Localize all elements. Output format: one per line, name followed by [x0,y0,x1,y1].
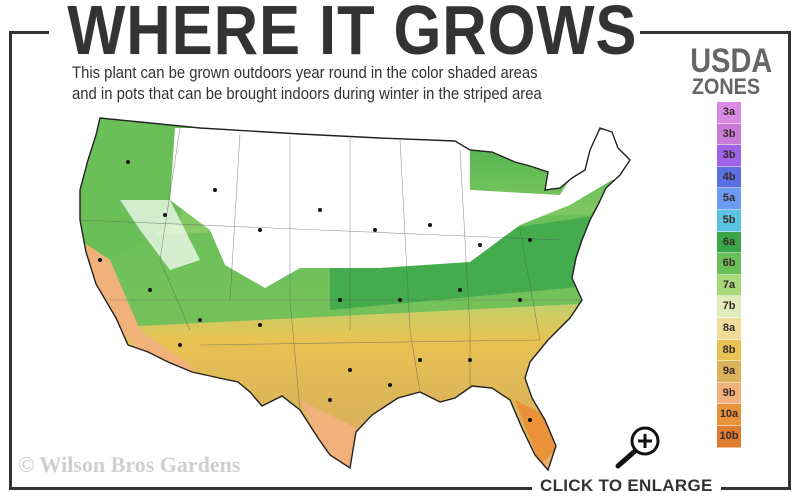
frame-bottom [9,487,791,490]
legend-zone-6a: 6a [717,231,741,254]
legend-zone-10a: 10a [717,404,741,426]
legend-zone-3a: 3a [717,102,741,124]
page-title: WHERE IT GROWS [62,0,637,65]
legend-title: USDA [690,42,773,80]
legend-zone-4b: 4b [717,166,741,189]
zoom-in-magnifier-icon[interactable] [610,424,666,470]
legend-zone-9b: 9b [717,382,741,405]
frame-right [788,31,791,490]
frame-left [9,31,12,490]
legend-zone-6b: 6b [717,253,741,275]
legend-zone-7b: 7b [717,296,741,318]
legend-subtitle: ZONES [691,74,761,99]
legend-zone-5a: 5a [717,188,741,210]
city-dots [98,160,532,422]
legend-zone-10b: 10b [717,425,741,448]
subtitle-line-1: This plant can be grown outdoors year ro… [72,64,538,82]
frame-top-left [9,31,49,34]
subtitle-line-2: and in pots that can be brought indoors … [72,85,542,103]
legend-zone-7a: 7a [717,274,741,297]
legend-zone-3b: 3b [717,145,741,167]
legend-zone-9a: 9a [717,361,741,383]
legend-zone-3b: 3b [717,123,741,146]
click-to-enlarge-button[interactable]: CLICK TO ENLARGE [532,476,721,496]
watermark: © Wilson Bros Gardens [18,452,241,477]
legend-zone-8a: 8a [717,317,741,340]
usda-zone-legend: 3a 3b 3b 4b 5a 5b 6a 6b 7a 7b 8a 8b 9a 9b 10a 10b [717,102,741,448]
zone-fill [80,118,630,470]
legend-zone-8b: 8b [717,339,741,362]
state-borders [79,127,580,411]
frame-top-right [640,31,791,34]
legend-zone-5b: 5b [717,209,741,232]
